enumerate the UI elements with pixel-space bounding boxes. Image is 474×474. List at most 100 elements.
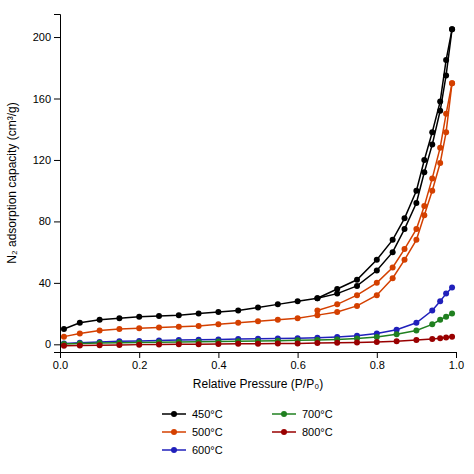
tick-label: 80 <box>39 215 51 227</box>
point <box>156 324 162 330</box>
point <box>136 342 142 348</box>
point <box>61 334 67 340</box>
point <box>97 327 103 333</box>
point <box>374 268 380 274</box>
tick-label: 0.4 <box>211 359 226 371</box>
point <box>275 301 281 307</box>
point <box>354 339 360 345</box>
point <box>390 275 396 281</box>
series-line <box>64 83 452 336</box>
tick-mark <box>218 352 219 358</box>
point <box>429 142 435 148</box>
tick: 0.6 <box>290 352 305 371</box>
point <box>449 334 455 340</box>
point <box>196 311 202 317</box>
point <box>402 257 408 263</box>
point <box>275 341 281 347</box>
point <box>449 26 455 32</box>
tick-label: 120 <box>33 154 51 166</box>
point <box>449 26 455 32</box>
point <box>443 291 449 297</box>
point <box>295 315 301 321</box>
point <box>437 160 443 166</box>
tick: 0.8 <box>370 352 385 371</box>
point <box>421 157 427 163</box>
point <box>235 320 241 326</box>
point <box>429 336 435 342</box>
point <box>354 303 360 309</box>
point <box>176 341 182 347</box>
point <box>77 331 83 337</box>
point <box>295 340 301 346</box>
axis-line <box>61 353 457 359</box>
series-line <box>317 29 452 298</box>
point <box>443 57 449 63</box>
point <box>314 295 320 301</box>
tick-mark <box>139 352 140 358</box>
point <box>156 341 162 347</box>
legend: 450°C500°C600°C700°C800°C <box>162 408 333 456</box>
point <box>314 340 320 346</box>
point <box>275 317 281 323</box>
point <box>437 317 443 323</box>
point <box>77 320 83 326</box>
point <box>437 298 443 304</box>
point <box>334 309 340 315</box>
point <box>196 341 202 347</box>
series-line <box>64 29 452 329</box>
point <box>413 320 419 326</box>
point <box>429 129 435 135</box>
point <box>334 286 340 292</box>
tick-label: 200 <box>33 31 51 43</box>
point <box>255 304 261 310</box>
tick: 0.4 <box>211 352 226 371</box>
point <box>437 335 443 341</box>
tick-label: 0.6 <box>290 359 305 371</box>
point <box>314 295 320 301</box>
point <box>402 226 408 232</box>
point <box>429 175 435 181</box>
legend-label: 500°C <box>192 426 223 438</box>
point <box>215 341 221 347</box>
tick-mark <box>54 283 60 284</box>
point <box>394 338 400 344</box>
series-line <box>64 314 452 344</box>
point <box>374 257 380 263</box>
tick-label: 0.0 <box>53 359 68 371</box>
y-axis-title: N₂ adsorption capacity (cm³/g) <box>5 102 19 263</box>
point <box>390 265 396 271</box>
tick-label: 40 <box>39 277 51 289</box>
tick: 1.0 <box>449 352 464 371</box>
legend-marker <box>171 429 177 435</box>
point <box>97 317 103 323</box>
point <box>443 314 449 320</box>
x-axis: 0.00.20.40.60.81.0 <box>53 352 464 371</box>
point <box>429 308 435 314</box>
point <box>97 342 103 348</box>
point <box>61 326 67 332</box>
legend-label: 450°C <box>192 408 223 420</box>
point <box>443 129 449 135</box>
legend-marker <box>171 447 177 453</box>
point <box>402 215 408 221</box>
point <box>413 226 419 232</box>
point <box>255 318 261 324</box>
legend-item: 450°C <box>162 408 223 420</box>
tick: 0 <box>45 338 60 350</box>
legend-marker <box>281 411 287 417</box>
point <box>215 309 221 315</box>
tick-mark <box>54 37 60 38</box>
chart: 0.00.20.40.60.81.004080120160200Relative… <box>0 0 474 474</box>
legend-label: 700°C <box>302 408 333 420</box>
point <box>374 292 380 298</box>
point <box>136 314 142 320</box>
tick: 80 <box>39 215 60 227</box>
point <box>374 339 380 345</box>
tick-mark <box>54 344 60 345</box>
point <box>354 277 360 283</box>
series-line <box>64 287 452 343</box>
tick-label: 1.0 <box>449 359 464 371</box>
tick: 120 <box>33 154 60 166</box>
legend-marker <box>171 411 177 417</box>
tick-mark <box>54 221 60 222</box>
